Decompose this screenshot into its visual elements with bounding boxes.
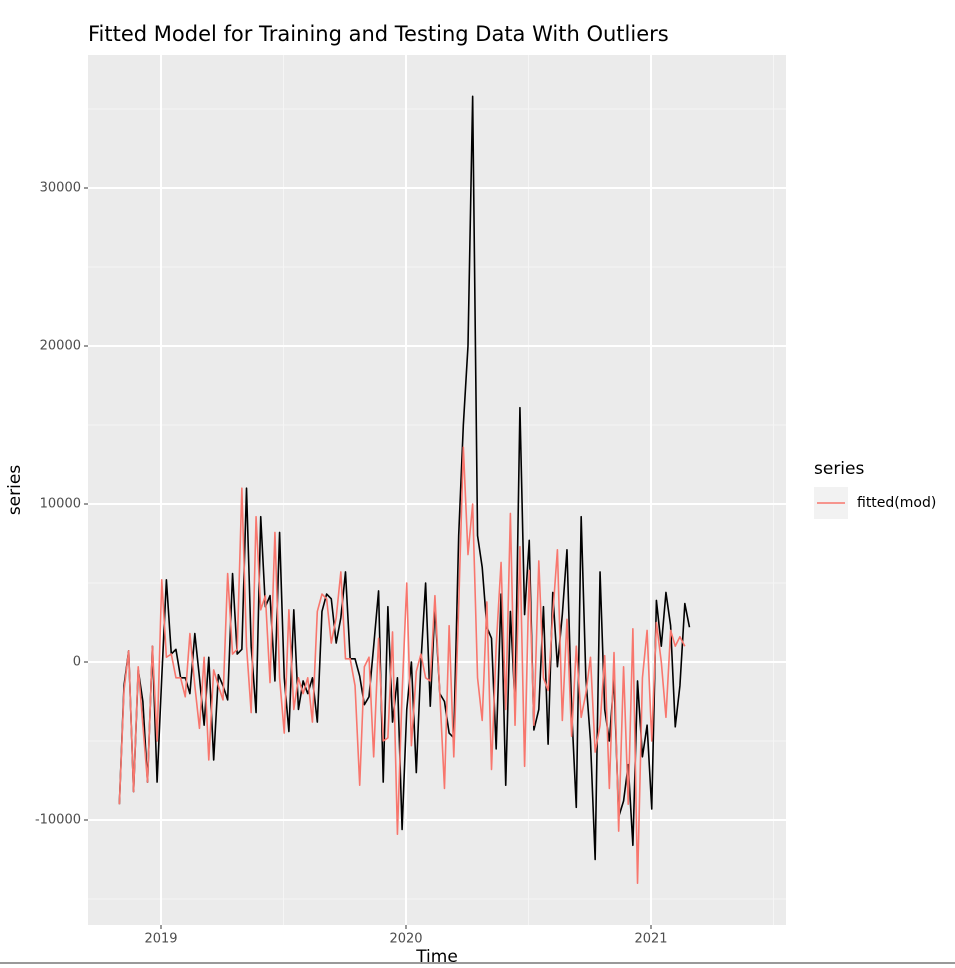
x-tick-label: 2019 [144,932,177,947]
panel-background [88,55,786,925]
y-tick-label: 30000 [40,181,81,196]
legend-label: fitted(mod) [857,495,936,511]
x-tick-label: 2021 [634,932,667,947]
y-tick-label: -10000 [35,812,81,827]
y-tick-label: 0 [73,654,81,669]
y-axis-label: series [5,465,25,515]
series-line [118,446,686,884]
chart-title: Fitted Model for Training and Testing Da… [88,22,669,46]
y-tick-label: 10000 [40,496,81,511]
series-line [118,95,691,861]
y-tick-label: 20000 [40,339,81,354]
x-tick-label: 2020 [389,932,422,947]
legend-title: series [814,459,864,479]
x-axis-label: Time [415,947,458,964]
